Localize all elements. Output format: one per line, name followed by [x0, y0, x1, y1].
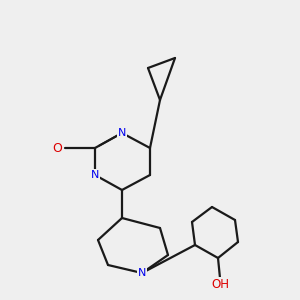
Text: O: O — [52, 142, 62, 154]
Text: N: N — [91, 170, 99, 180]
Text: N: N — [118, 128, 126, 138]
Text: OH: OH — [211, 278, 229, 290]
Text: N: N — [138, 268, 146, 278]
